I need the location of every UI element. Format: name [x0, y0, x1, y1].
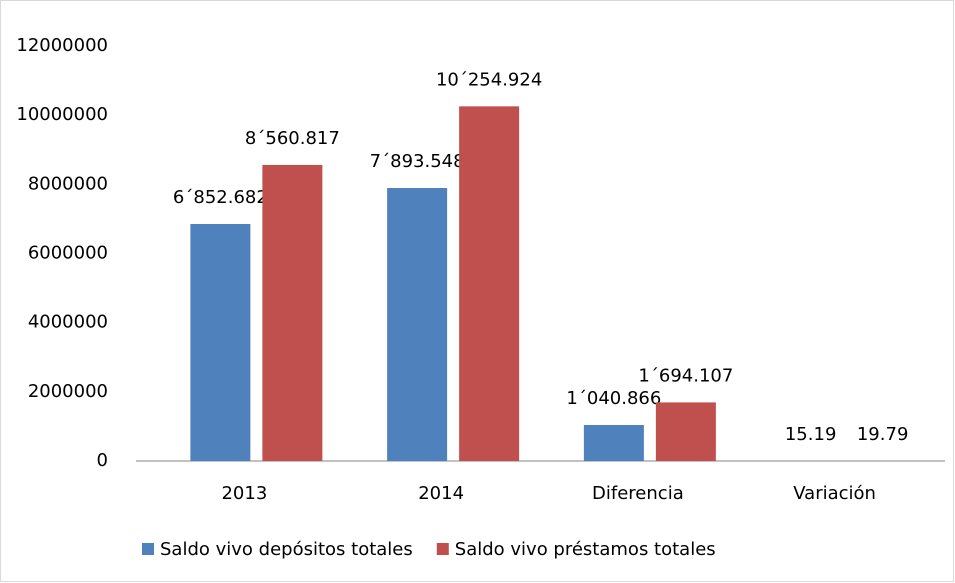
- x-tick-label: Variación: [793, 483, 876, 504]
- bar: [262, 164, 323, 461]
- bar: [190, 224, 251, 461]
- data-label: 10´254.924: [436, 69, 542, 90]
- bar: [655, 402, 716, 461]
- x-tick-label: Diferencia: [592, 483, 684, 504]
- x-tick-label: 2014: [418, 483, 464, 504]
- y-tick-label: 8000000: [28, 173, 108, 194]
- data-label: 6´852.682: [173, 187, 268, 208]
- y-tick-label: 4000000: [28, 312, 108, 333]
- bar: [387, 188, 448, 461]
- y-tick-label: 0: [97, 450, 108, 471]
- y-tick-label: 10000000: [16, 104, 108, 125]
- data-label: 1´040.866: [566, 388, 661, 409]
- data-label: 19.79: [857, 424, 909, 445]
- legend-swatch: [142, 543, 154, 555]
- legend-label: Saldo vivo depósitos totales: [160, 539, 413, 560]
- data-label: 7´893.548: [370, 151, 465, 172]
- bar: [583, 425, 644, 461]
- legend-label: Saldo vivo préstamos totales: [455, 539, 716, 560]
- bar: [459, 106, 520, 461]
- y-tick-label: 6000000: [28, 243, 108, 264]
- legend-swatch: [436, 543, 449, 555]
- y-tick-label: 2000000: [28, 381, 108, 402]
- data-label: 15.19: [785, 424, 837, 445]
- y-tick-label: 12000000: [16, 35, 108, 56]
- x-tick-label: 2013: [221, 483, 267, 504]
- data-label: 8´560.817: [245, 128, 340, 149]
- data-label: 1´694.107: [638, 365, 733, 386]
